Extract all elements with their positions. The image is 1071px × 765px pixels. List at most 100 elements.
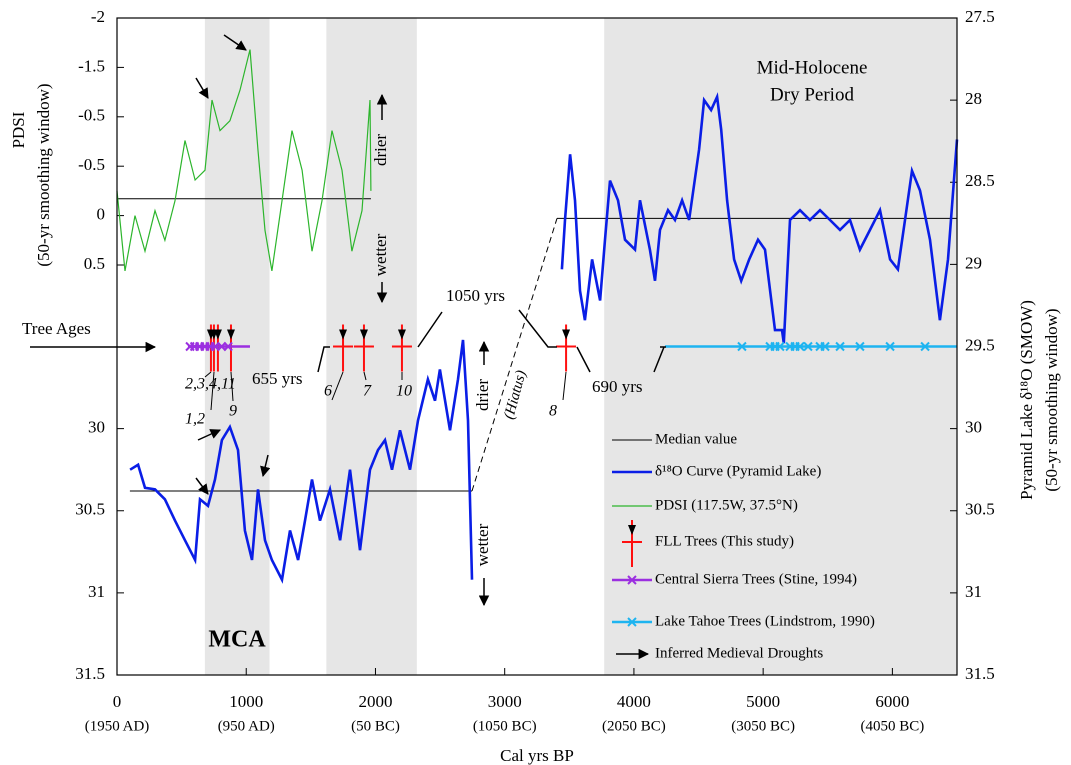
fll-arrowhead bbox=[213, 329, 222, 340]
leader bbox=[562, 371, 567, 401]
annotation: 690 yrs bbox=[592, 377, 643, 396]
series-line bbox=[129, 339, 474, 584]
legend-label: PDSI (117.5W, 37.5°N) bbox=[655, 497, 798, 513]
legend-label: Lake Tahoe Trees (Lindstrom, 1990) bbox=[655, 613, 875, 629]
pdsi-tick-label: 0.5 bbox=[84, 254, 105, 273]
y-tick-label: 30.5 bbox=[75, 500, 105, 519]
y-tick-label: 31 bbox=[88, 582, 105, 601]
annotation: Dry Period bbox=[770, 84, 854, 105]
legend-label: Median value bbox=[655, 431, 737, 447]
y2-axis-label: (50-yr smoothing window) bbox=[1042, 308, 1061, 491]
fll-arrowhead bbox=[359, 329, 368, 340]
tree-marker bbox=[820, 341, 830, 352]
hiatus-line bbox=[471, 218, 558, 492]
plot: 0 (1950 AD) 1000 (950 AD) 2000 (50 BC) 3000 (10… bbox=[75, 7, 995, 735]
y2-tick-label: 31.5 bbox=[965, 664, 995, 683]
x-tick-label: 6000 bbox=[875, 692, 909, 711]
pdsi-tick-label: -0.5 bbox=[78, 155, 105, 174]
x-axis-label: Cal yrs BP bbox=[500, 746, 574, 765]
tree-label: 10 bbox=[396, 383, 412, 400]
annotation: 655 yrs bbox=[252, 369, 303, 388]
fll-tree bbox=[556, 324, 577, 372]
x-tick-label: 3000 bbox=[488, 692, 522, 711]
fll-tree bbox=[333, 324, 354, 372]
x-tick-sublabel: (50 BC) bbox=[351, 718, 400, 734]
legend: Median value δ¹⁸O Curve (Pyramid Lake) PDS… bbox=[612, 431, 875, 661]
tree-marker bbox=[803, 341, 813, 352]
drought-arrows bbox=[195, 34, 271, 495]
fll-tree bbox=[622, 520, 642, 567]
fll-arrowhead bbox=[339, 329, 348, 340]
tree-label: 9 bbox=[229, 403, 237, 420]
x-tick-sublabel: (1950 AD) bbox=[85, 718, 150, 734]
annotation: MCA bbox=[208, 627, 266, 653]
y-tick-label: 30 bbox=[88, 418, 105, 437]
x-tick-sublabel: (3050 BC) bbox=[731, 718, 795, 734]
fll-arrowhead bbox=[226, 329, 235, 340]
fll-tree bbox=[391, 324, 412, 372]
pdsi-tick-label: -1.5 bbox=[78, 56, 105, 75]
y2-tick-label: 29.5 bbox=[965, 335, 995, 354]
x-tick-sublabel: (950 AD) bbox=[218, 718, 275, 734]
annotation: (Hiatus) bbox=[501, 369, 529, 421]
tree-marker bbox=[223, 341, 233, 352]
fll-arrowhead bbox=[397, 329, 406, 340]
y-axis-label: PDSI bbox=[9, 111, 28, 148]
direction-arrows bbox=[376, 93, 490, 607]
tree-marker bbox=[855, 341, 865, 352]
tree-label: 2,3,4,11 bbox=[185, 376, 236, 393]
fll-arrowhead bbox=[562, 329, 571, 340]
tree-marker bbox=[835, 341, 845, 352]
pdsi-tick-label: -0.5 bbox=[78, 106, 105, 125]
y2-tick-label: 30 bbox=[965, 418, 982, 437]
legend-label: Inferred Medieval Droughts bbox=[655, 645, 823, 661]
leader bbox=[230, 371, 234, 402]
pdsi-tick-label: 0 bbox=[97, 205, 106, 224]
gap-brackets bbox=[317, 309, 666, 373]
legend-label: Central Sierra Trees (Stine, 1994) bbox=[655, 571, 857, 587]
tree-marker bbox=[627, 617, 637, 627]
annotation: wetter bbox=[473, 523, 492, 566]
tree-marker bbox=[920, 341, 930, 352]
annotation: Tree Ages bbox=[22, 319, 91, 338]
y2-tick-label: 31 bbox=[965, 582, 982, 601]
pdsi-tick-label: -2 bbox=[91, 7, 105, 26]
fll-arrowhead bbox=[628, 525, 636, 535]
y-tick-label: 31.5 bbox=[75, 664, 105, 683]
y2-tick-label: 30.5 bbox=[965, 500, 995, 519]
tree-marker bbox=[775, 341, 785, 352]
annotation: Mid-Holocene bbox=[757, 57, 868, 78]
annotation: drier bbox=[371, 134, 390, 166]
tree-marker bbox=[627, 575, 637, 585]
annotation: wetter bbox=[371, 233, 390, 276]
x-tick-label: 4000 bbox=[617, 692, 651, 711]
tree-label: 1,2 bbox=[185, 411, 205, 428]
x-tick-label: 1000 bbox=[229, 692, 263, 711]
y-axis-label: (50-yr smoothing window) bbox=[34, 83, 53, 266]
y2-tick-label: 28 bbox=[965, 89, 982, 108]
x-tick-sublabel: (1050 BC) bbox=[473, 718, 537, 734]
annotation: drier bbox=[473, 379, 492, 411]
y2-tick-label: 29 bbox=[965, 253, 982, 272]
tree-marker bbox=[737, 341, 747, 352]
y2-tick-label: 27.5 bbox=[965, 7, 995, 26]
tree-marker bbox=[885, 341, 895, 352]
x-tick-sublabel: (4050 BC) bbox=[861, 718, 925, 734]
tree-label: 8 bbox=[549, 403, 557, 420]
legend-label: FLL Trees (This study) bbox=[655, 533, 794, 549]
tree-label: 7 bbox=[363, 383, 372, 400]
leader bbox=[210, 371, 215, 411]
y2-axis-label: Pyramid Lake δ¹⁸O (SMOW) bbox=[1017, 300, 1036, 500]
leader bbox=[363, 371, 367, 381]
x-tick-label: 0 bbox=[113, 692, 122, 711]
legend-label: δ¹⁸O Curve (Pyramid Lake) bbox=[655, 463, 821, 479]
x-tick-label: 5000 bbox=[746, 692, 780, 711]
leader bbox=[204, 371, 212, 378]
x-tick-sublabel: (2050 BC) bbox=[602, 718, 666, 734]
fll-tree bbox=[353, 324, 374, 372]
tree-label: 6 bbox=[324, 383, 332, 400]
x-tick-label: 2000 bbox=[358, 692, 392, 711]
annotation: 1050 yrs bbox=[446, 286, 505, 305]
series-line bbox=[116, 49, 372, 272]
